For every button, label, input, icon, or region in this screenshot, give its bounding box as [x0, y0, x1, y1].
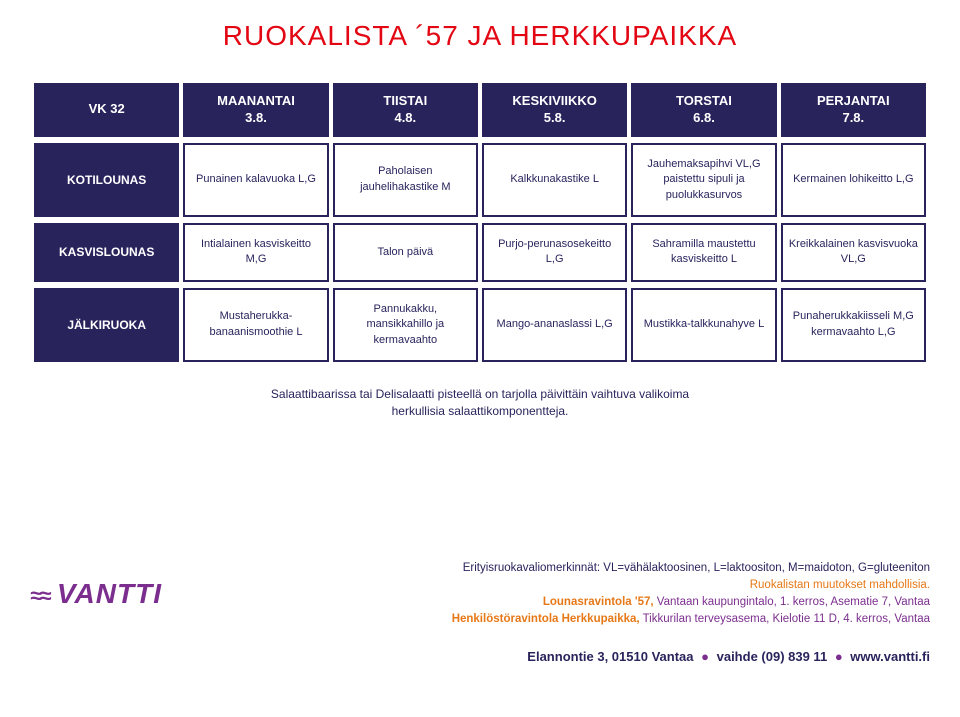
menu-cell: Kreikkalainen kasvisvuoka VL,G: [781, 223, 926, 282]
table-row: KASVISLOUNAS Intialainen kasviskeitto M,…: [34, 223, 926, 282]
menu-cell: Kalkkunakastike L: [482, 143, 627, 217]
menu-cell: Purjo-perunasosekeitto L,G: [482, 223, 627, 282]
menu-cell: Jauhemaksapihvi VL,G paistettu sipuli ja…: [631, 143, 776, 217]
menu-cell: Punainen kalavuoka L,G: [183, 143, 328, 217]
menu-cell: Sahramilla maustettu kasviskeitto L: [631, 223, 776, 282]
menu-cell: Punaherukkakiisseli M,G kermavaahto L,G: [781, 288, 926, 362]
salad-note: Salaattibaarissa tai Delisalaatti pistee…: [30, 386, 930, 420]
week-header: VK 32: [34, 83, 179, 137]
menu-cell: Talon päivä: [333, 223, 478, 282]
day-header: PERJANTAI7.8.: [781, 83, 926, 137]
menu-cell: Paholaisen jauhelihakastike M: [333, 143, 478, 217]
row-label: KOTILOUNAS: [34, 143, 179, 217]
table-row: KOTILOUNAS Punainen kalavuoka L,G Pahola…: [34, 143, 926, 217]
menu-cell: Mango-ananaslassi L,G: [482, 288, 627, 362]
contact-line: Elannontie 3, 01510 Vantaa ● vaihde (09)…: [30, 649, 930, 664]
menu-table: VK 32 MAANANTAI3.8. TIISTAI4.8. KESKIVII…: [30, 77, 930, 368]
table-row: JÄLKIRUOKA Mustaherukka-banaanismoothie …: [34, 288, 926, 362]
page-title: RUOKALISTA ´57 JA HERKKUPAIKKA: [30, 20, 930, 52]
footer-block: ≈≈ VANTTI Erityisruokavaliomerkinnät: VL…: [30, 560, 930, 629]
menu-cell: Pannukakku, mansikkahillo ja kermavaahto: [333, 288, 478, 362]
day-header: KESKIVIIKKO5.8.: [482, 83, 627, 137]
row-label: JÄLKIRUOKA: [34, 288, 179, 362]
logo: ≈≈ VANTTI: [30, 578, 200, 610]
menu-cell: Mustikka-talkkunahyve L: [631, 288, 776, 362]
row-label: KASVISLOUNAS: [34, 223, 179, 282]
menu-cell: Intialainen kasviskeitto M,G: [183, 223, 328, 282]
day-header: TIISTAI4.8.: [333, 83, 478, 137]
day-header: MAANANTAI3.8.: [183, 83, 328, 137]
day-header: TORSTAI6.8.: [631, 83, 776, 137]
footer-text: Erityisruokavaliomerkinnät: VL=vähälakto…: [200, 560, 930, 629]
menu-cell: Kermainen lohikeitto L,G: [781, 143, 926, 217]
menu-cell: Mustaherukka-banaanismoothie L: [183, 288, 328, 362]
